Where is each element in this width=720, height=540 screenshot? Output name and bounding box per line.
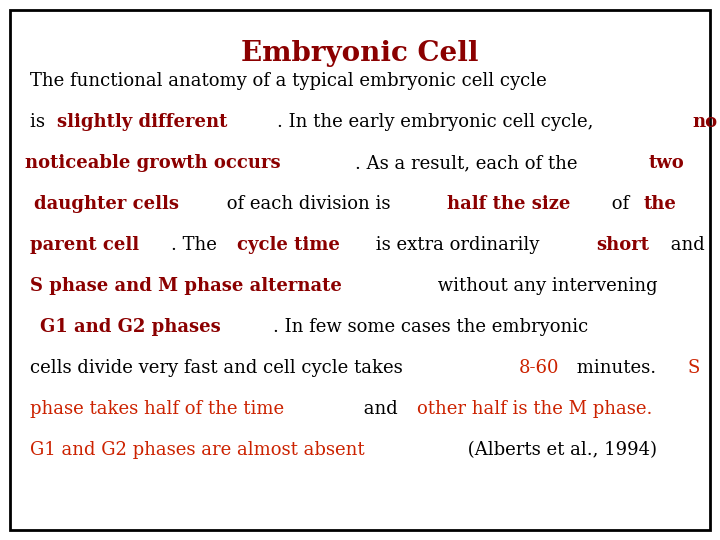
Text: is extra ordinarily: is extra ordinarily	[370, 236, 545, 254]
Text: daughter cells: daughter cells	[34, 195, 179, 213]
Text: . In few some cases the embryonic: . In few some cases the embryonic	[273, 318, 588, 336]
Text: (Alberts et al., 1994): (Alberts et al., 1994)	[462, 441, 657, 459]
Text: The functional anatomy of a typical embryonic cell cycle: The functional anatomy of a typical embr…	[30, 72, 546, 90]
Text: half the size: half the size	[447, 195, 570, 213]
Text: phase takes half of the time: phase takes half of the time	[30, 400, 284, 418]
Text: other half is the M phase.: other half is the M phase.	[417, 400, 652, 418]
Text: cycle time: cycle time	[238, 236, 341, 254]
Text: short: short	[596, 236, 649, 254]
Text: two: two	[649, 154, 685, 172]
Text: noticeable growth occurs: noticeable growth occurs	[24, 154, 280, 172]
Text: and: and	[358, 400, 403, 418]
Text: G1 and G2 phases: G1 and G2 phases	[40, 318, 221, 336]
Text: . As a result, each of the: . As a result, each of the	[354, 154, 583, 172]
Text: . In the early embryonic cell cycle,: . In the early embryonic cell cycle,	[276, 113, 599, 131]
Text: minutes.: minutes.	[571, 359, 662, 377]
FancyBboxPatch shape	[10, 10, 710, 530]
Text: Embryonic Cell: Embryonic Cell	[241, 40, 479, 67]
Text: the: the	[644, 195, 677, 213]
Text: of each division is: of each division is	[221, 195, 396, 213]
Text: no: no	[692, 113, 717, 131]
Text: slightly different: slightly different	[57, 113, 227, 131]
Text: parent cell: parent cell	[30, 236, 139, 254]
Text: S: S	[688, 359, 701, 377]
Text: cells divide very fast and cell cycle takes: cells divide very fast and cell cycle ta…	[30, 359, 408, 377]
Text: . The: . The	[171, 236, 222, 254]
Text: of: of	[606, 195, 635, 213]
Text: G1 and G2 phases are almost absent: G1 and G2 phases are almost absent	[30, 441, 364, 459]
Text: S phase and M phase alternate: S phase and M phase alternate	[30, 277, 342, 295]
Text: and: and	[665, 236, 704, 254]
Text: is: is	[30, 113, 50, 131]
Text: without any intervening: without any intervening	[433, 277, 658, 295]
Text: 8-60: 8-60	[518, 359, 559, 377]
